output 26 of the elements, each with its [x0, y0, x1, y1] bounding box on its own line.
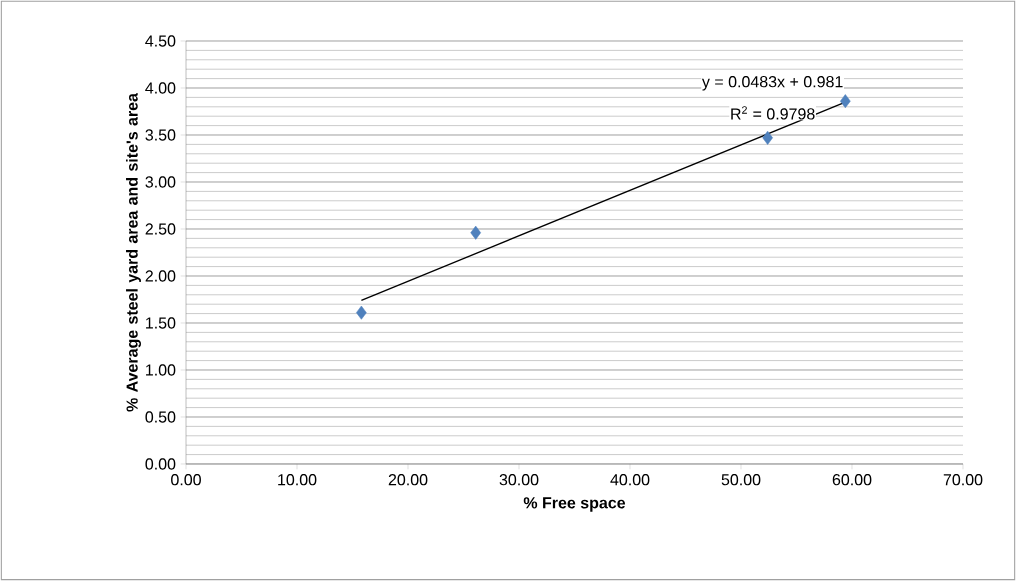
x-tick-label: 0.00 [171, 474, 201, 486]
y-tick-label: 0.00 [145, 458, 176, 470]
x-tick-label: 20.00 [388, 474, 428, 486]
annotation: R$^{2}$ = 0.9798 [731, 106, 815, 120]
x-tick-label: 60.00 [832, 474, 872, 486]
y-tick-label: 1.50 [146, 317, 176, 329]
y-axis-title: % Average steel yard area and site's area [126, 92, 141, 412]
y-tick-label: 1.00 [146, 364, 176, 376]
annotation: y = 0.0483x + 0.981 [701, 76, 843, 91]
y-tick-label: 3.50 [145, 129, 176, 141]
y-tick-label: 2.00 [145, 270, 176, 282]
y-tick-label: 0.50 [145, 411, 176, 423]
point [762, 130, 773, 145]
y-tick-label: 4.00 [145, 82, 176, 94]
x-tick-label: 50.00 [721, 474, 761, 486]
x-tick-label: 10.00 [278, 474, 317, 486]
x-tick-label: 70.00 [943, 474, 983, 486]
x-axis-title: % Free space [523, 497, 626, 512]
point [470, 225, 481, 240]
y-tick-label: 3.00 [145, 176, 176, 188]
x-tick-label: 30.00 [499, 474, 539, 486]
point [840, 94, 851, 109]
y-tick-label: 4.50 [145, 35, 176, 47]
y-tick-label: 2.50 [145, 223, 176, 235]
x-tick-label: 40.00 [610, 474, 650, 486]
point [356, 305, 367, 320]
